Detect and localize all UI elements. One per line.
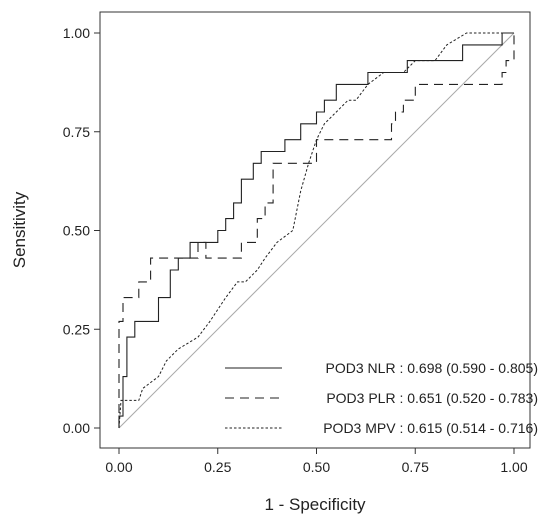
y-tick-label: 0.75 [63, 124, 90, 140]
legend-label-nlr: POD3 NLR : 0.698 (0.590 - 0.805) [326, 360, 538, 376]
legend: POD3 NLR : 0.698 (0.590 - 0.805) POD3 PLR… [225, 360, 538, 436]
x-tick-label: 1.00 [500, 459, 527, 475]
series-layer [118, 32, 515, 429]
y-tick-label: 0.25 [63, 321, 90, 337]
x-axis-title: 1 - Specificity [264, 495, 366, 514]
x-tick-label: 0.25 [204, 459, 231, 475]
y-tick-label: 0.50 [63, 223, 90, 239]
series-plr-line [118, 33, 515, 428]
x-tick-label: 0.00 [105, 459, 132, 475]
y-axis-title: Sensitivity [10, 191, 29, 268]
y-axis: 0.00 0.25 0.50 0.75 1.00 [63, 25, 100, 436]
y-tick-label: 0.00 [63, 420, 90, 436]
reference-diagonal-line [118, 32, 515, 429]
x-axis: 0.00 0.25 0.50 0.75 1.00 [105, 448, 528, 475]
series-nlr-line [118, 32, 514, 428]
series-mpv-line [118, 32, 514, 429]
y-tick-label: 1.00 [63, 25, 90, 41]
x-tick-label: 0.75 [402, 459, 429, 475]
legend-label-plr: POD3 PLR : 0.651 (0.520 - 0.783) [326, 390, 538, 406]
reference-line-layer [118, 32, 515, 429]
legend-label-mpv: POD3 MPV : 0.615 (0.514 - 0.716) [323, 420, 538, 436]
x-tick-label: 0.50 [303, 459, 330, 475]
